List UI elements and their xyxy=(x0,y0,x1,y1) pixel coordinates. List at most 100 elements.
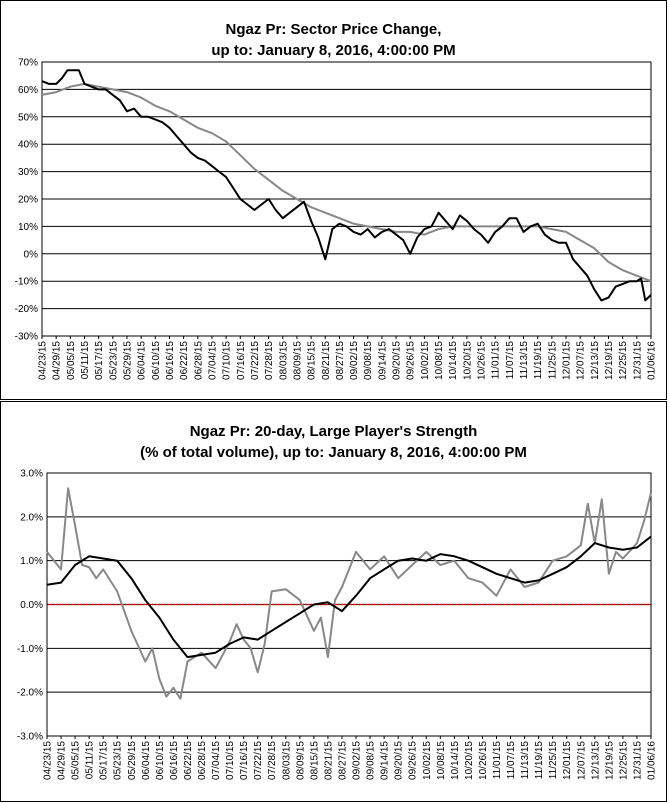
strength-chart-title-line2: (% of total volume), up to: January 8, 2… xyxy=(140,444,527,461)
x-tick-label: 04/29/15 xyxy=(57,741,68,780)
player-strength-chart: Ngaz Pr: 20-day, Large Player's Strength… xyxy=(0,401,667,802)
x-tick-label: 08/03/15 xyxy=(281,741,292,780)
x-tick-label: 04/23/15 xyxy=(43,741,54,780)
x-tick-label: 07/16/15 xyxy=(239,741,250,780)
x-tick-label: 07/04/15 xyxy=(207,341,218,380)
price-chart-title-line2: up to: January 8, 2016, 4:00:00 PM xyxy=(211,42,456,59)
y-tick-label: -10% xyxy=(15,277,38,288)
y-tick-label: -3.0% xyxy=(17,732,43,743)
x-tick-label: 12/07/15 xyxy=(576,741,587,780)
x-tick-label: 09/02/15 xyxy=(352,741,363,780)
x-tick-label: 10/02/15 xyxy=(420,341,431,380)
x-tick-label: 05/23/15 xyxy=(113,741,124,780)
x-tick-label: 08/15/15 xyxy=(307,341,318,380)
x-tick-label: 06/16/15 xyxy=(169,741,180,780)
x-tick-label: 04/29/15 xyxy=(52,341,63,380)
x-tick-label: 09/08/15 xyxy=(366,741,377,780)
x-tick-label: 06/10/15 xyxy=(155,741,166,780)
x-tick-label: 12/01/15 xyxy=(562,341,573,380)
x-tick-label: 05/11/15 xyxy=(80,341,91,380)
x-tick-label: 11/19/15 xyxy=(533,341,544,380)
x-tick-label: 09/20/15 xyxy=(392,341,403,380)
y-tick-label: 30% xyxy=(18,167,38,178)
x-tick-label: 06/22/15 xyxy=(183,741,194,780)
x-tick-label: 09/14/15 xyxy=(377,341,388,380)
price-chart-plot: -30% -20% -10% 0% 10% 20% 30% 40% 50% 60% 70% 04/23… xyxy=(15,58,658,380)
x-tick-label: 10/14/15 xyxy=(450,741,461,780)
x-tick-label: 01/06/16 xyxy=(647,741,658,780)
y-tick-label: 0% xyxy=(24,249,39,260)
x-tick-label: 08/21/15 xyxy=(323,741,334,780)
y-tick-label: 3.0% xyxy=(20,469,43,480)
y-tick-label: -30% xyxy=(15,332,38,343)
y-tick-label: 50% xyxy=(18,112,38,123)
x-tick-label: 08/27/15 xyxy=(337,741,348,780)
x-tick-label: 11/01/15 xyxy=(492,741,503,780)
x-tick-label: 05/05/15 xyxy=(66,341,77,380)
x-tick-label: 07/04/15 xyxy=(211,741,222,780)
x-tick-label: 07/22/15 xyxy=(250,341,261,380)
plot-area xyxy=(41,61,652,337)
x-tick-label: 07/22/15 xyxy=(253,741,264,780)
x-tick-label: 06/16/15 xyxy=(165,341,176,380)
x-tick-label: 12/13/15 xyxy=(590,341,601,380)
x-tick-label: 11/01/15 xyxy=(491,341,502,380)
x-tick-label: 11/13/15 xyxy=(520,741,531,780)
x-tick-label: 12/01/15 xyxy=(562,741,573,780)
x-tick-label: 08/15/15 xyxy=(309,741,320,780)
series-line-0 xyxy=(46,535,652,659)
series-line-0 xyxy=(41,69,652,302)
x-tick-label: 10/02/15 xyxy=(422,741,433,780)
x-tick-label: 10/08/15 xyxy=(434,341,445,380)
x-tick-label: 11/13/15 xyxy=(519,341,530,380)
x-tick-label: 09/26/15 xyxy=(408,741,419,780)
y-tick-label: 60% xyxy=(18,85,38,96)
x-tick-label: 05/29/15 xyxy=(127,741,138,780)
x-tick-label: 01/06/16 xyxy=(647,341,658,380)
x-tick-label: 09/08/15 xyxy=(363,341,374,380)
x-tick-label: 12/19/15 xyxy=(604,741,615,780)
x-tick-label: 07/10/15 xyxy=(225,741,236,780)
x-tick-label: 10/20/15 xyxy=(464,741,475,780)
x-tick-label: 06/28/15 xyxy=(193,341,204,380)
x-tick-label: 06/22/15 xyxy=(179,341,190,380)
x-tick-label: 10/26/15 xyxy=(478,741,489,780)
x-tick-label: 08/09/15 xyxy=(292,341,303,380)
x-tick-label: 05/17/15 xyxy=(99,741,110,780)
y-tick-label: 40% xyxy=(18,140,38,151)
series-line-1 xyxy=(41,82,652,283)
x-tick-label: 05/29/15 xyxy=(122,341,133,380)
x-tick-label: 09/02/15 xyxy=(349,341,360,380)
x-tick-label: 06/10/15 xyxy=(151,341,162,380)
x-tick-label: 05/05/15 xyxy=(71,741,82,780)
x-tick-label: 11/19/15 xyxy=(534,741,545,780)
x-tick-label: 12/25/15 xyxy=(618,341,629,380)
strength-chart-plot: -3.0%-2.0%-1.0%0.0%1.0%2.0%3.0%04/23/15 0… xyxy=(17,469,658,780)
plot-area xyxy=(46,472,652,737)
x-tick-label: 07/10/15 xyxy=(222,341,233,380)
y-tick-label: 0.0% xyxy=(20,600,43,611)
y-tick-label: 70% xyxy=(18,58,38,69)
x-tick-label: 05/11/15 xyxy=(85,741,96,780)
series-line-1 xyxy=(46,487,652,700)
x-tick-label: 10/14/15 xyxy=(448,341,459,380)
x-tick-label: 11/25/15 xyxy=(548,741,559,780)
x-tick-label: 11/07/15 xyxy=(506,741,517,780)
y-tick-label: 20% xyxy=(18,195,38,206)
x-tick-label: 09/20/15 xyxy=(394,741,405,780)
x-tick-label: 12/19/15 xyxy=(604,341,615,380)
x-tick-label: 11/07/15 xyxy=(505,341,516,380)
y-tick-label: -1.0% xyxy=(17,644,43,655)
y-tick-label: 2.0% xyxy=(20,512,43,523)
price-chart-title-line1: Ngaz Pr: Sector Price Change, xyxy=(225,21,442,38)
y-tick-label: -2.0% xyxy=(17,688,43,699)
x-tick-label: 04/23/15 xyxy=(38,341,49,380)
x-tick-label: 12/13/15 xyxy=(590,741,601,780)
x-tick-label: 09/14/15 xyxy=(380,741,391,780)
strength-chart-title-line1: Ngaz Pr: 20-day, Large Player's Strength xyxy=(189,423,478,440)
x-tick-label: 08/21/15 xyxy=(321,341,332,380)
y-tick-label: 1.0% xyxy=(20,556,43,567)
x-tick-label: 08/27/15 xyxy=(335,341,346,380)
price-change-chart: Ngaz Pr: Sector Price Change, up to: Jan… xyxy=(0,0,667,400)
y-tick-label: -20% xyxy=(15,304,38,315)
